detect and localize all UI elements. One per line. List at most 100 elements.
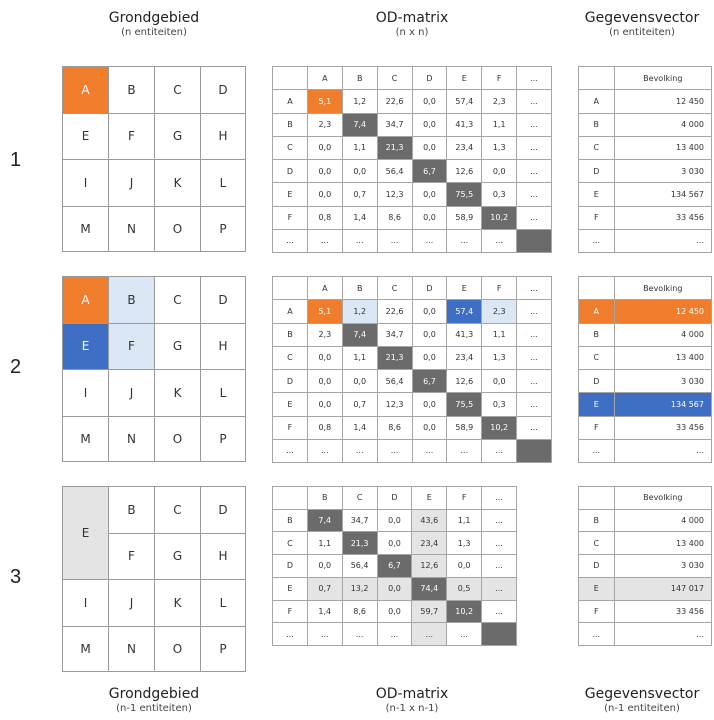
vector-row-label: D (578, 554, 615, 578)
matrix-cell: 34,7 (376, 112, 413, 137)
area-cell-p: P (200, 205, 246, 252)
matrix-col-header: ... (516, 65, 552, 91)
matrix-cell (481, 622, 517, 646)
matrix-cell (516, 228, 552, 254)
vector-row-label: D (578, 368, 615, 394)
od-matrix-step2: A B C D E F... A 5,1 1,2 22,6 0,0 57,4 2,3... B 2,3 7,4… (272, 275, 552, 464)
matrix-cell: ... (446, 228, 483, 254)
matrix-cell: 0,0 (411, 135, 448, 161)
matrix-cell: 1,3 (481, 135, 518, 161)
matrix-col-header: C (376, 275, 413, 301)
step-label-1: 1 (10, 149, 22, 171)
matrix-cell: ... (481, 228, 518, 254)
area-cell-k: K (154, 369, 201, 417)
vector-corner (578, 275, 615, 301)
matrix-cell: 0,5 (446, 576, 483, 601)
vector-corner (578, 486, 615, 510)
area-cell-c: C (154, 66, 201, 114)
matrix-cell: 5,1 (306, 299, 343, 324)
matrix-cell: 22,6 (376, 89, 413, 114)
matrix-cell: ... (306, 622, 343, 646)
matrix-cell: 0,0 (341, 368, 378, 394)
area-cell-m: M (62, 205, 109, 252)
matrix-row-header: B (272, 508, 308, 533)
matrix-cell: 0,0 (411, 392, 448, 417)
vector-row-label: B (578, 322, 615, 347)
vector-row-label: A (578, 89, 615, 114)
area-cell-merged-e: E (62, 486, 109, 580)
matrix-cell: ... (376, 622, 413, 646)
area-title-top: Grondgebied (108, 10, 200, 26)
area-cell-m: M (62, 625, 109, 672)
matrix-cell: ... (411, 622, 448, 646)
matrix-cell: ... (481, 554, 517, 578)
matrix-header-bottom: OD-matrix (n-1 x n-1) (272, 686, 552, 714)
matrix-cell: ... (516, 182, 552, 207)
area-cell-j: J (108, 159, 155, 207)
matrix-title-bottom: OD-matrix (375, 686, 449, 702)
vector-row-label: D (578, 158, 615, 184)
matrix-row-header: B (272, 322, 308, 347)
matrix-row-header: E (272, 576, 308, 601)
area-cell-h: H (200, 532, 246, 580)
area-cell-k: K (154, 579, 201, 627)
step-label-3: 3 (10, 566, 22, 588)
area-cell-n: N (108, 625, 155, 672)
step-label-2: 2 (10, 356, 22, 378)
matrix-cell: 0,0 (411, 89, 448, 114)
vector-row-value: 3 030 (613, 158, 713, 184)
area-cell-m: M (62, 415, 109, 462)
matrix-col-header: A (306, 65, 343, 91)
matrix-cell: 0,0 (376, 576, 413, 601)
matrix-cell: 6,7 (411, 158, 448, 184)
matrix-cell: ... (446, 438, 483, 464)
matrix-cell: 59,7 (411, 599, 448, 624)
vector-row-label: F (578, 415, 615, 440)
matrix-cell: 1,3 (481, 345, 518, 371)
matrix-row-header: E (272, 392, 308, 417)
vector-header: Bevolking (613, 65, 713, 91)
matrix-cell: 58,9 (446, 205, 483, 230)
area-subtitle-top: (n entiteiten) (121, 27, 187, 38)
matrix-cell: ... (341, 438, 378, 464)
matrix-cell: 57,4 (446, 89, 483, 114)
matrix-cell: ... (341, 622, 378, 646)
matrix-cell: 0,0 (306, 392, 343, 417)
matrix-cell: 0,0 (446, 554, 483, 578)
matrix-cell: ... (516, 205, 552, 230)
matrix-cell: 34,7 (341, 508, 378, 533)
matrix-cell: ... (481, 508, 517, 533)
vector-header-top: Gegevensvector (n entiteiten) (570, 10, 714, 38)
vector-row-value: 3 030 (613, 368, 713, 394)
matrix-cell: 56,4 (341, 554, 378, 578)
matrix-cell: 10,2 (446, 599, 483, 624)
vector-subtitle-bottom: (n-1 entiteiten) (604, 703, 680, 714)
matrix-cell: 56,4 (376, 368, 413, 394)
vector-row-label: E (578, 576, 615, 601)
matrix-col-header: B (306, 486, 343, 510)
matrix-row-header: C (272, 135, 308, 161)
area-cell-d: D (200, 486, 246, 534)
matrix-cell: 21,3 (341, 531, 378, 556)
matrix-cell: 43,6 (411, 508, 448, 533)
matrix-cell: 2,3 (306, 112, 343, 137)
matrix-cell: 0,0 (306, 345, 343, 371)
matrix-cell: 22,6 (376, 299, 413, 324)
area-cell-n: N (108, 415, 155, 462)
matrix-cell: 0,7 (306, 576, 343, 601)
matrix-cell: 0,0 (306, 135, 343, 161)
matrix-cell: ... (481, 576, 517, 601)
matrix-cell: 23,4 (446, 345, 483, 371)
matrix-cell: 8,6 (376, 205, 413, 230)
matrix-row-header: D (272, 158, 308, 184)
matrix-cell: 41,3 (446, 322, 483, 347)
matrix-cell: ... (306, 228, 343, 254)
area-cell-f: F (108, 322, 155, 370)
matrix-cell: ... (306, 438, 343, 464)
area-cell-d: D (200, 66, 246, 114)
matrix-cell: 1,1 (446, 508, 483, 533)
data-vector-step2: Bevolking A 12 450 B 4 000 C 13 400 D 3 030 E 134 … (578, 275, 713, 464)
matrix-cell: 2,3 (306, 322, 343, 347)
vector-row-label: C (578, 531, 615, 556)
